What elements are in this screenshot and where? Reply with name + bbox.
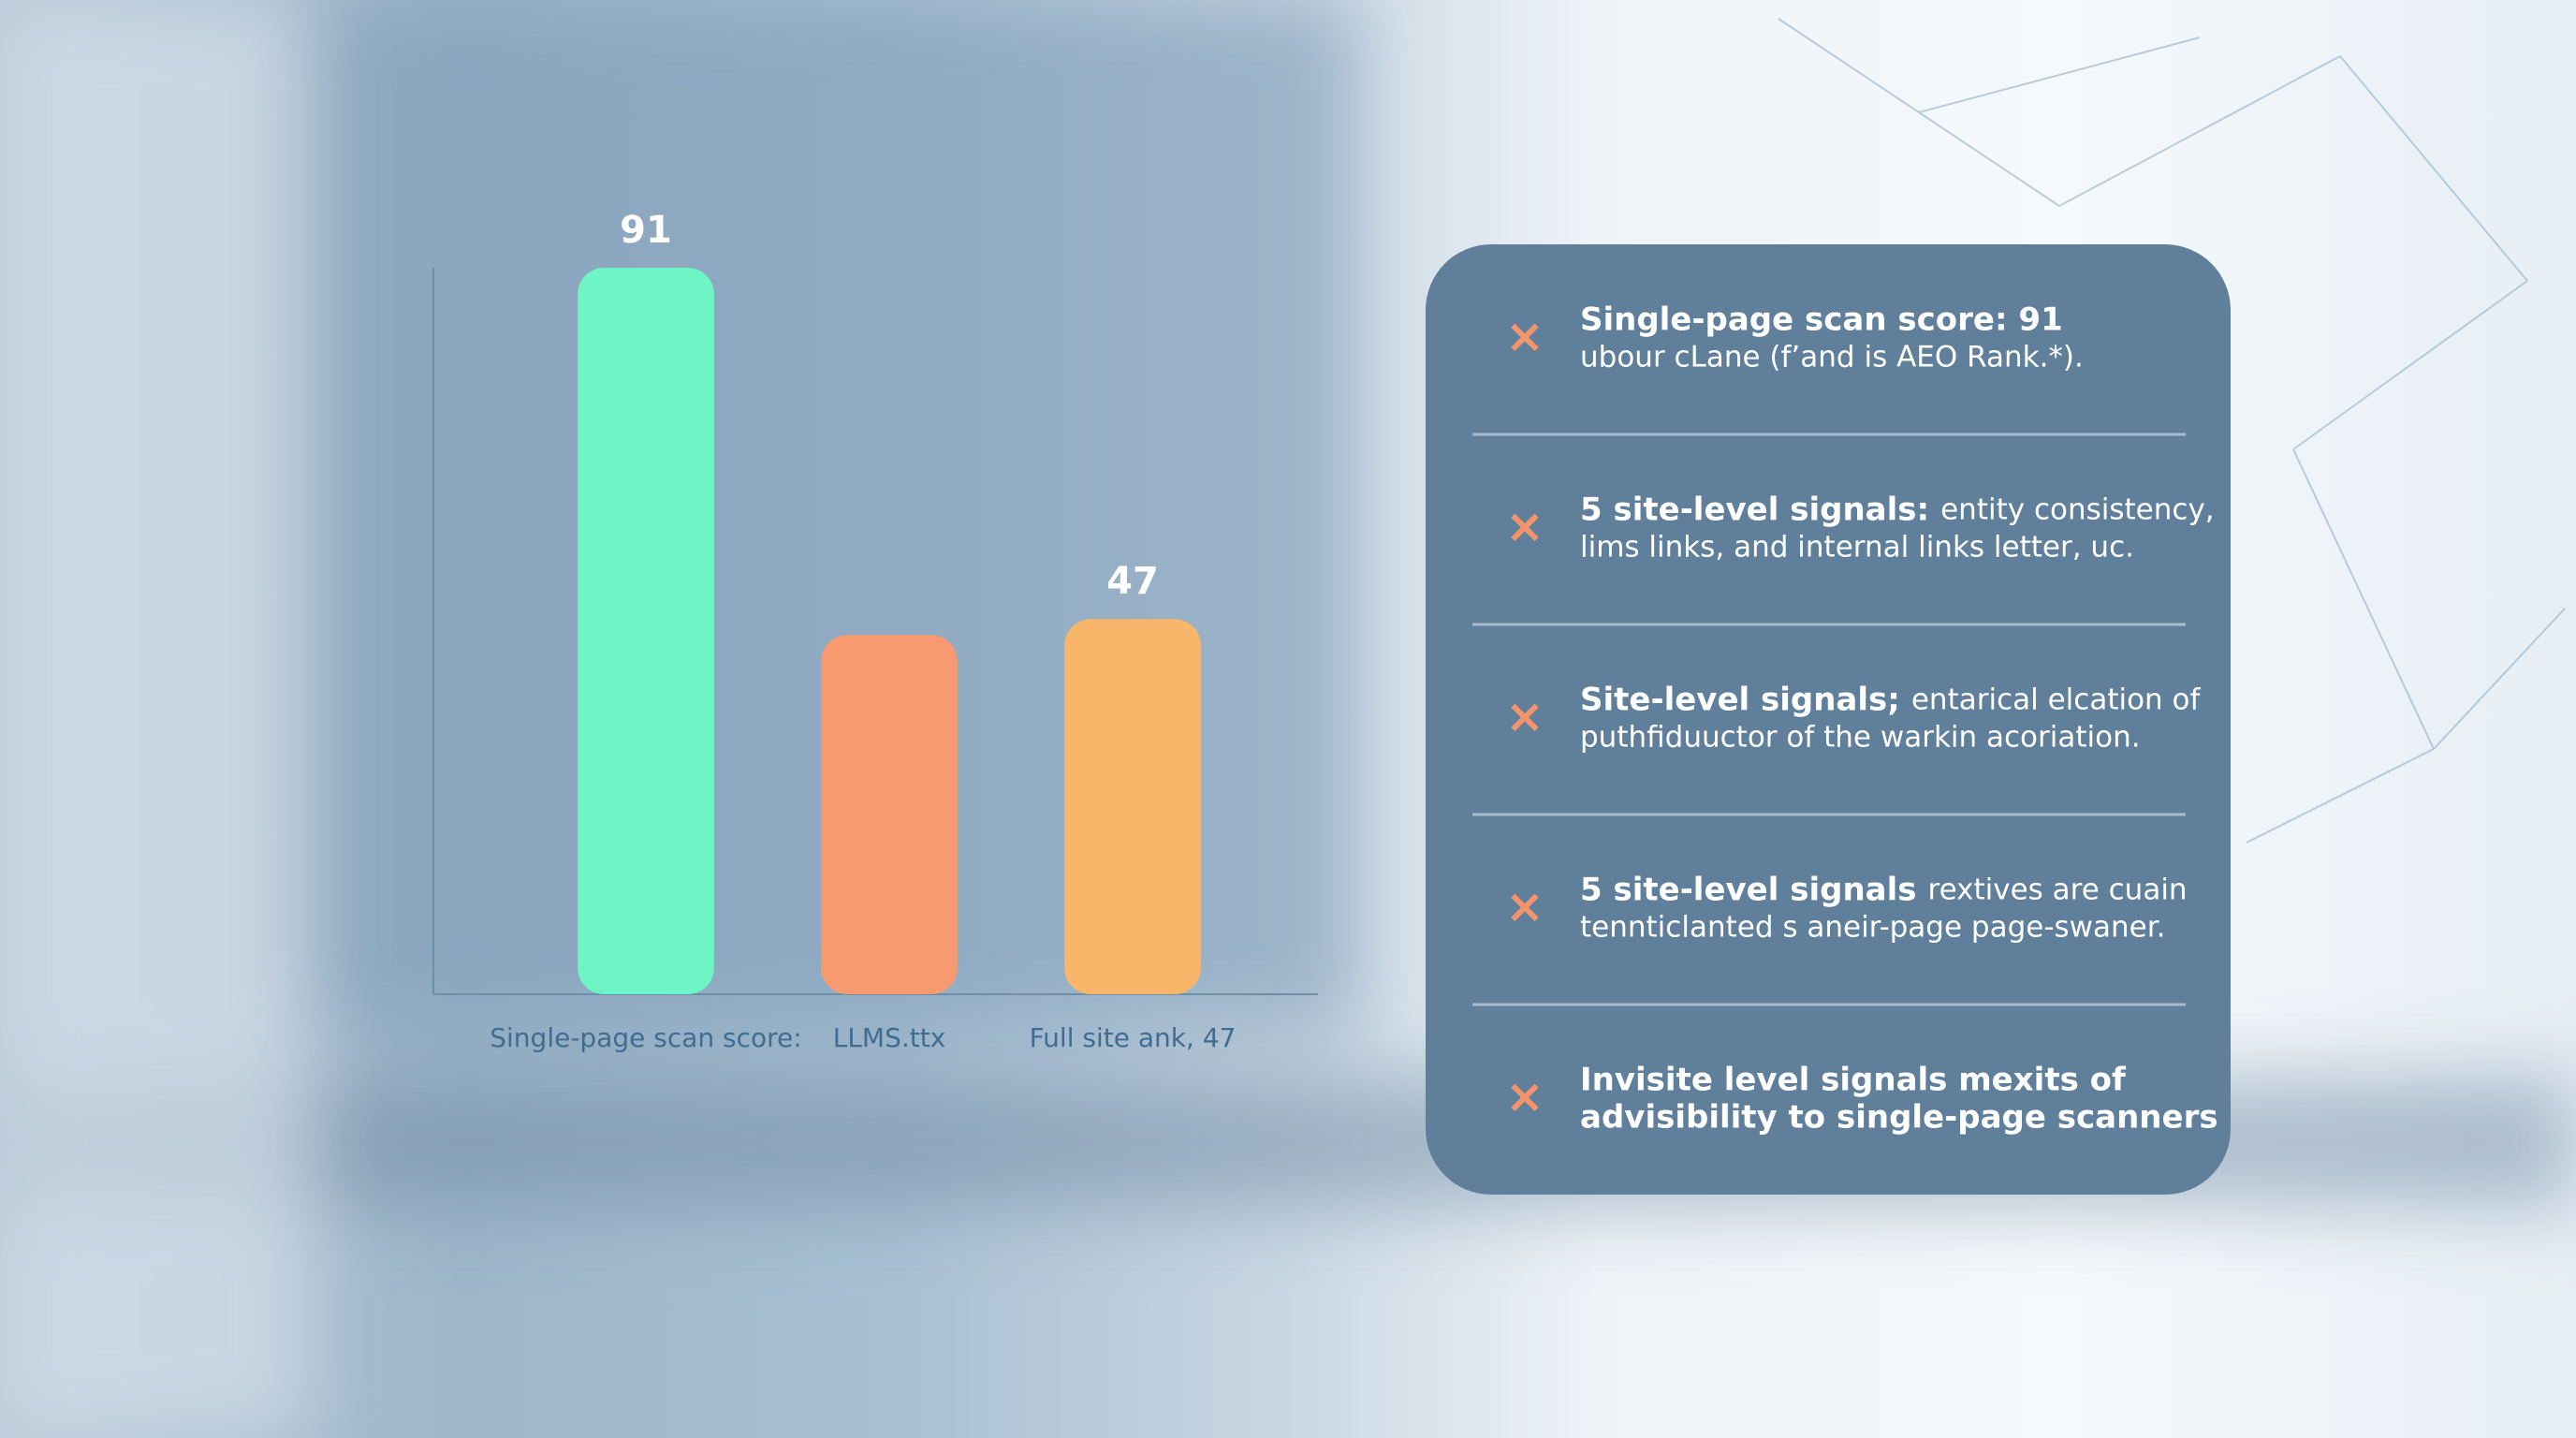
x-tick-label: Single-page scan score: [490, 1022, 801, 1053]
item-bold: advisibility to single-page scanners [1580, 1098, 2218, 1136]
x-icon: × [1505, 689, 1544, 743]
item-text: puthfiduuctor of the warkin acoriation. [1580, 720, 2141, 754]
bar [578, 268, 714, 994]
item-text: Single-page scan score: 91 [1580, 301, 2063, 338]
item-text: Site-level signals; entarical elcation of [1580, 681, 2202, 718]
bar [1064, 619, 1201, 994]
x-icon: × [1505, 309, 1544, 363]
item-text: advisibility to single-page scanners [1580, 1098, 2218, 1136]
item-text: Invisite level signals mexits of [1580, 1061, 2127, 1098]
item-regular: puthfiduuctor of the warkin acoriation. [1580, 720, 2141, 754]
item-regular: tennticlanted s aneir-page page-swaner. [1580, 910, 2166, 944]
item-bold: 5 site-level signals [1580, 871, 1917, 908]
item-regular: entity consistency, [1940, 492, 2215, 526]
item-text: 5 site-level signals rextives are cuain [1580, 871, 2188, 908]
item-text: 5 site-level signals: entity consistency, [1580, 491, 2215, 528]
item-text: ubour cLane (f’and is AEO Rank.*). [1580, 340, 2084, 374]
panel [1426, 244, 2231, 1195]
item-regular: ubour cLane (f’and is AEO Rank.*). [1580, 340, 2084, 374]
item-bold: Single-page scan score: 91 [1580, 301, 2063, 338]
item-regular: rextives are cuain [1928, 873, 2188, 906]
item-text: tennticlanted s aneir-page page-swaner. [1580, 910, 2166, 944]
item-bold: Invisite level signals mexits of [1580, 1061, 2127, 1098]
item-bold: 5 site-level signals: [1580, 491, 1929, 528]
item-regular: lims links, and internal links letter, u… [1580, 530, 2134, 564]
item-regular: entarical elcation of [1911, 682, 2202, 716]
item-bold: Site-level signals; [1580, 681, 1900, 718]
x-tick-label: LLMS.ttx [833, 1022, 946, 1053]
network [1778, 18, 2566, 844]
x-icon: × [1505, 499, 1544, 553]
bar [821, 635, 958, 994]
x-icon: × [1505, 879, 1544, 933]
x-icon: × [1505, 1069, 1544, 1123]
value-label: 47 [1106, 560, 1159, 603]
item-text: lims links, and internal links letter, u… [1580, 530, 2134, 564]
value-label: 91 [620, 209, 672, 252]
x-tick-label: Full site ank, 47 [1030, 1022, 1237, 1053]
